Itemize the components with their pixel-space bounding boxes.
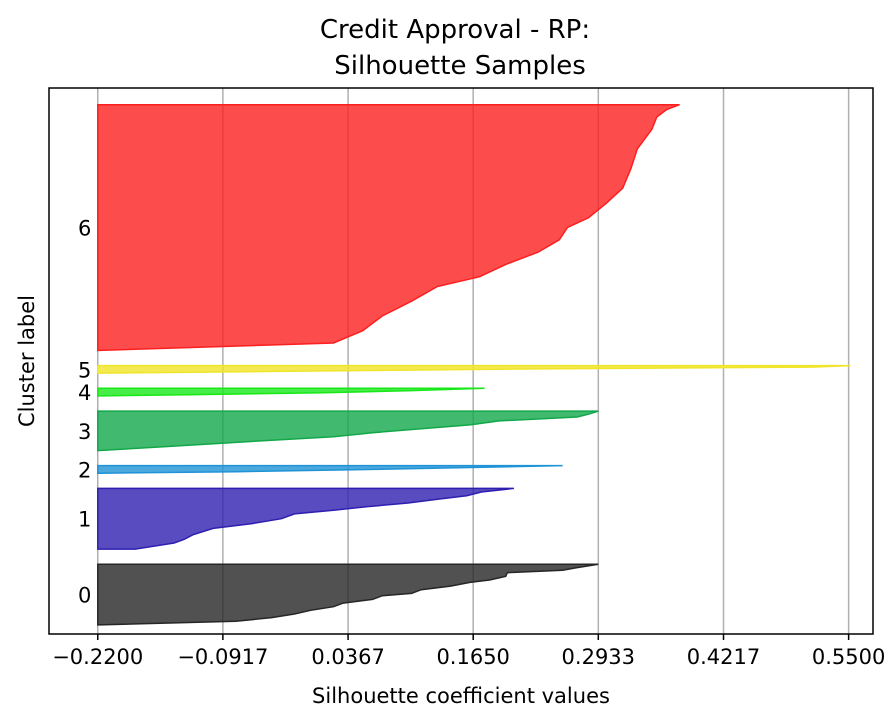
silhouette-areas (97, 103, 851, 626)
chart-title-line-2: Silhouette Samples (334, 51, 586, 81)
cluster-6-silhouette (97, 103, 680, 352)
x-tick-label: 0.4217 (687, 645, 760, 669)
x-tick-label: −0.0917 (177, 645, 268, 669)
cluster-label-6: 6 (78, 217, 91, 241)
plot-frame (48, 87, 874, 635)
cluster-5-silhouette (97, 364, 851, 374)
cluster-label-2: 2 (78, 458, 91, 482)
cluster-label-1: 1 (78, 508, 91, 532)
cluster-labels: 0 1 2 3 45 6 (78, 217, 91, 608)
x-tick-label: −0.2200 (52, 645, 143, 669)
y-axis-label: Cluster label (15, 295, 39, 427)
x-tick-label: 0.1650 (436, 645, 509, 669)
cluster-1-silhouette (97, 487, 514, 550)
cluster-3-silhouette (97, 410, 599, 452)
cluster-label-4: 4 (78, 381, 91, 405)
cluster-4-silhouette (97, 387, 485, 397)
x-tick-label: 0.2933 (562, 645, 635, 669)
cluster-0-silhouette (97, 563, 599, 626)
chart-title-line-1: Credit Approval - RP: (320, 15, 590, 45)
cluster-label-5: 5 (78, 358, 91, 382)
x-tick-label: 0.5500 (812, 645, 885, 669)
cluster-2-silhouette (97, 464, 563, 474)
x-tick-label: 0.0367 (311, 645, 384, 669)
cluster-label-0: 0 (78, 584, 91, 608)
cluster-label-3: 3 (78, 420, 91, 444)
x-axis-label: Silhouette coefficient values (312, 684, 610, 708)
x-axis-ticks: −0.2200 −0.0917 0.0367 0.1650 0.2933 0.4217 0.… (52, 634, 885, 669)
